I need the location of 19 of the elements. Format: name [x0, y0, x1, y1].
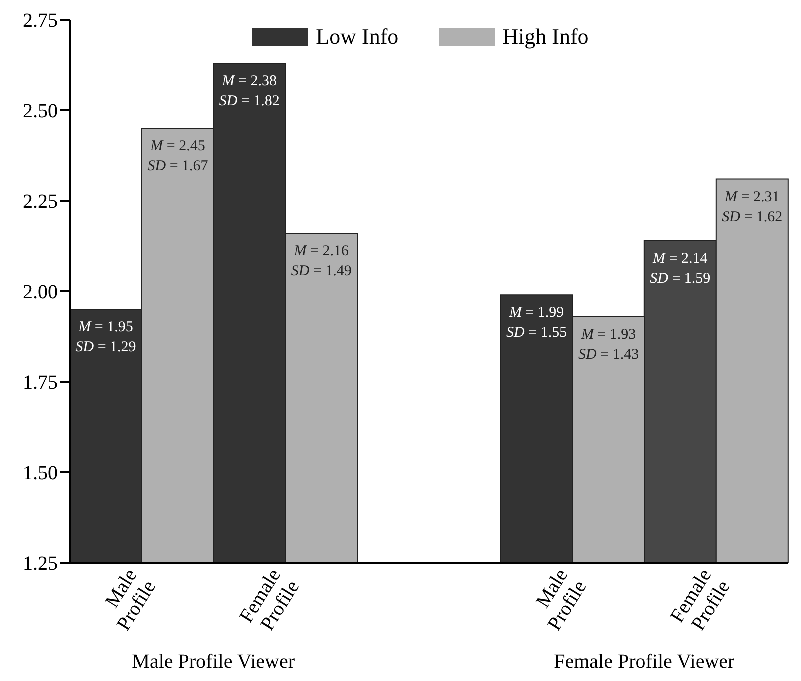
legend-label: High Info	[502, 24, 589, 50]
data-label: M = 2.16 SD = 1.49	[291, 244, 352, 280]
text: Female Profile Viewer	[554, 651, 735, 674]
y-tick-label: 1.75	[23, 372, 58, 394]
y-tick-label: 2.25	[23, 191, 58, 214]
y-tick-label: 2.75	[23, 10, 58, 32]
data-label: M = 1.93 SD = 1.43	[578, 326, 640, 363]
data-label: M = 1.95 SD = 1.29	[76, 320, 136, 356]
y-tick-label: 2.00	[23, 282, 58, 304]
data-label: M = 1.99 SD = 1.55	[506, 305, 568, 342]
y-tick-label: 1.25	[23, 553, 58, 576]
legend-label: Low Info	[316, 24, 399, 50]
y-tick-label: 1.50	[23, 462, 58, 485]
data-label: M = 2.38 SD = 1.82	[219, 73, 280, 110]
data-label: M = 2.14 SD = 1.59	[650, 250, 711, 287]
text: Male Profile Viewer	[132, 651, 296, 674]
data-label: M = 2.45 SD = 1.67	[148, 138, 209, 175]
y-tick-label: 2.50	[23, 100, 58, 123]
data-label: M = 2.31 SD = 1.62	[722, 189, 783, 226]
